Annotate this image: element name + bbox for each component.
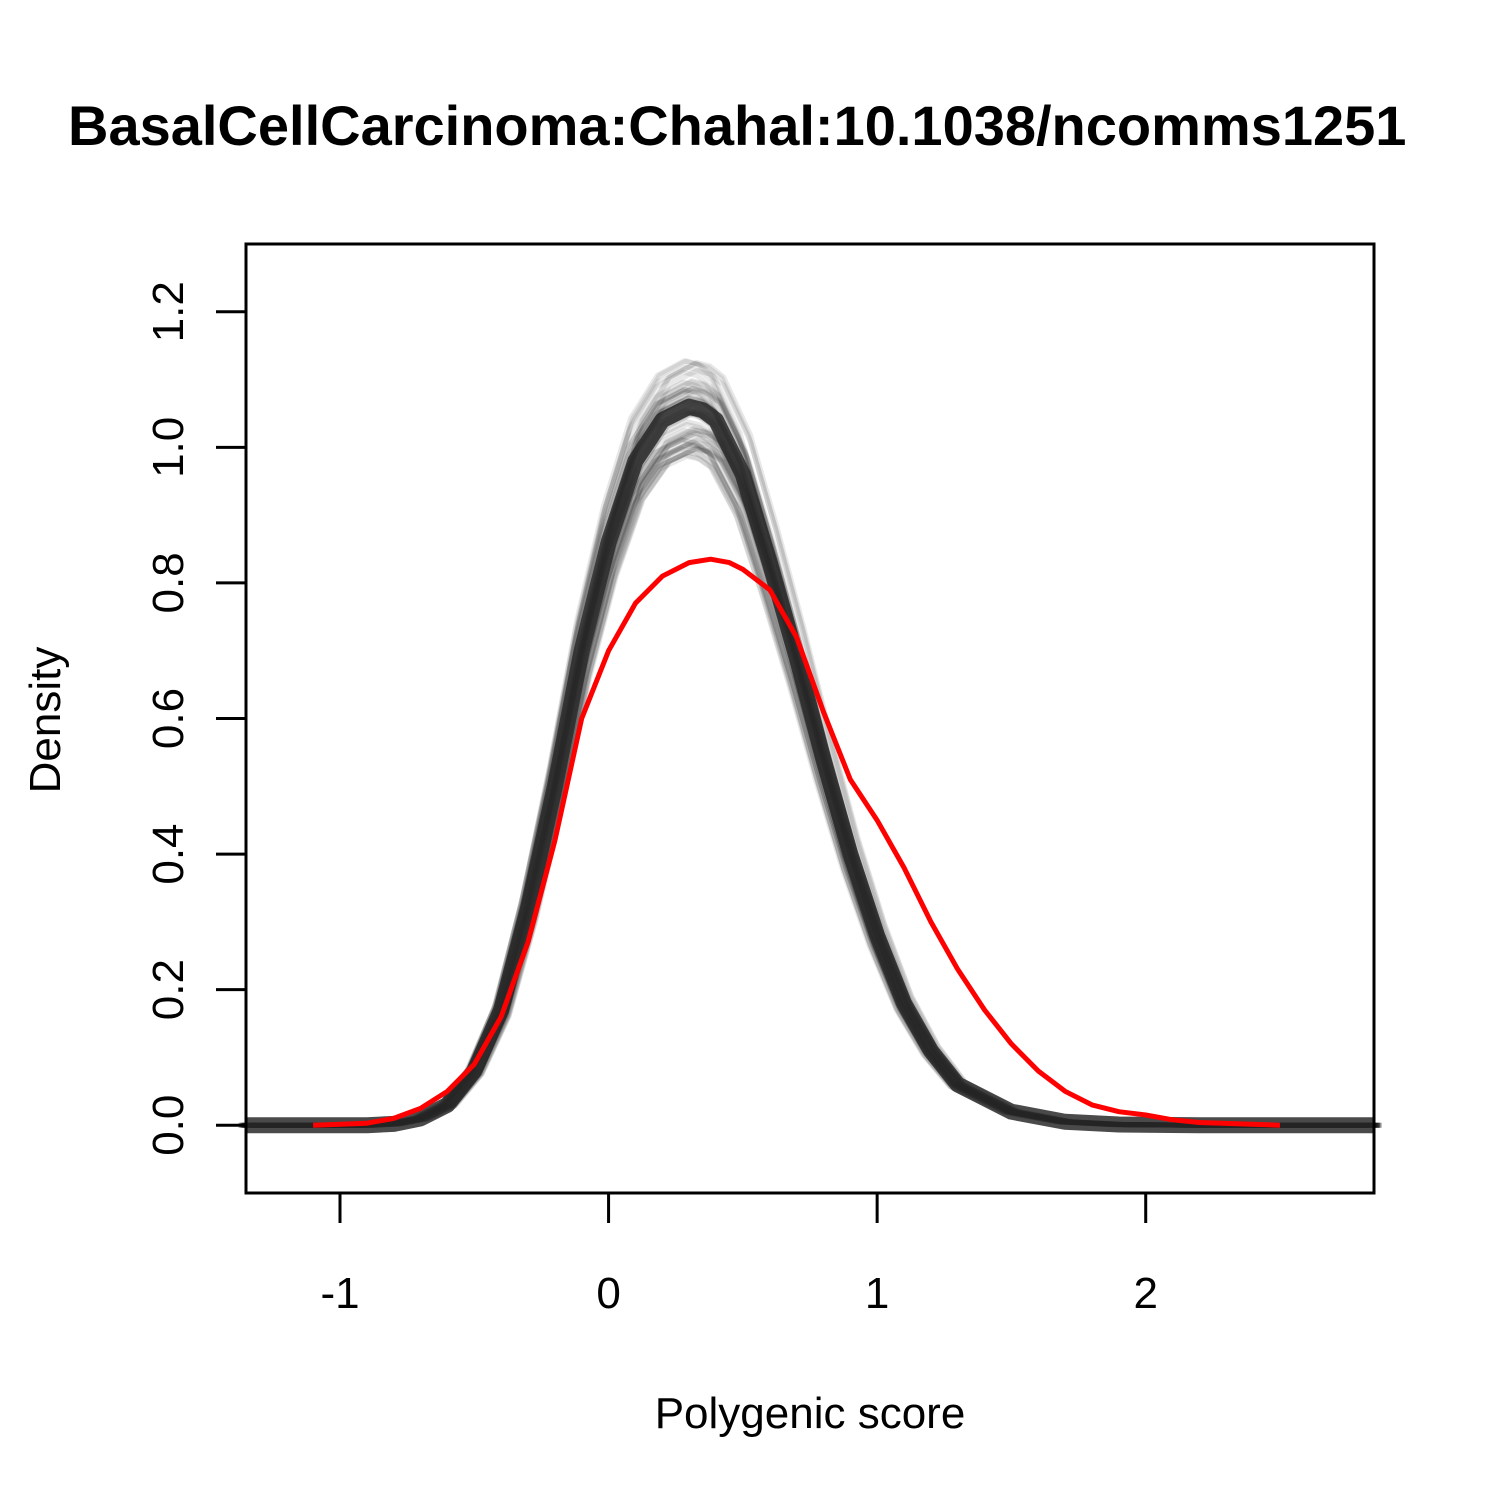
y-tick-label: 0.6: [144, 688, 193, 749]
x-axis-label: Polygenic score: [655, 1389, 966, 1438]
observed-density-curve: [313, 556, 1281, 1128]
x-tick-label: 1: [865, 1269, 889, 1318]
y-tick-label: 0.8: [144, 552, 193, 613]
y-axis: 0.0 0.2 0.4 0.6 0.8 1.0 1.2: [144, 281, 246, 1156]
x-tick-label: 0: [596, 1269, 620, 1318]
y-axis-label: Density: [21, 647, 70, 794]
chart-title: BasalCellCarcinoma:Chahal:10.1038/ncomms…: [68, 94, 1406, 157]
y-tick-label: 0.2: [144, 959, 193, 1020]
simulated-density-band: [246, 398, 1374, 1134]
y-tick-label: 1.2: [144, 281, 193, 342]
x-tick-label: 2: [1133, 1269, 1157, 1318]
y-tick-label: 0.0: [144, 1095, 193, 1156]
x-axis: -1 0 1 2: [320, 1193, 1158, 1318]
y-tick-label: 0.4: [144, 823, 193, 884]
curves-layer: [238, 358, 1382, 1134]
x-tick-label: -1: [320, 1269, 359, 1318]
y-tick-label: 1.0: [144, 417, 193, 478]
